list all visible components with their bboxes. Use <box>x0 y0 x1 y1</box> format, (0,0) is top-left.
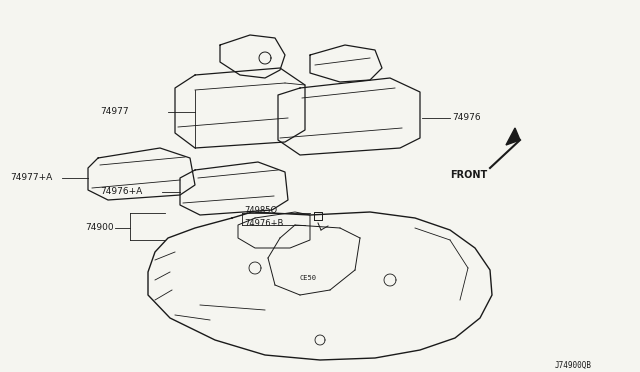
Text: 74976+A: 74976+A <box>100 187 142 196</box>
Text: FRONT: FRONT <box>450 170 487 180</box>
Text: CE50: CE50 <box>300 275 317 281</box>
Text: 74977+A: 74977+A <box>10 173 52 183</box>
Text: 74900: 74900 <box>85 224 114 232</box>
Text: J74900QB: J74900QB <box>555 360 592 369</box>
Text: 74976: 74976 <box>452 113 481 122</box>
Text: 74977: 74977 <box>100 108 129 116</box>
Text: 74976+B: 74976+B <box>244 218 284 228</box>
Text: 74985Q: 74985Q <box>244 205 277 215</box>
Polygon shape <box>506 128 520 145</box>
